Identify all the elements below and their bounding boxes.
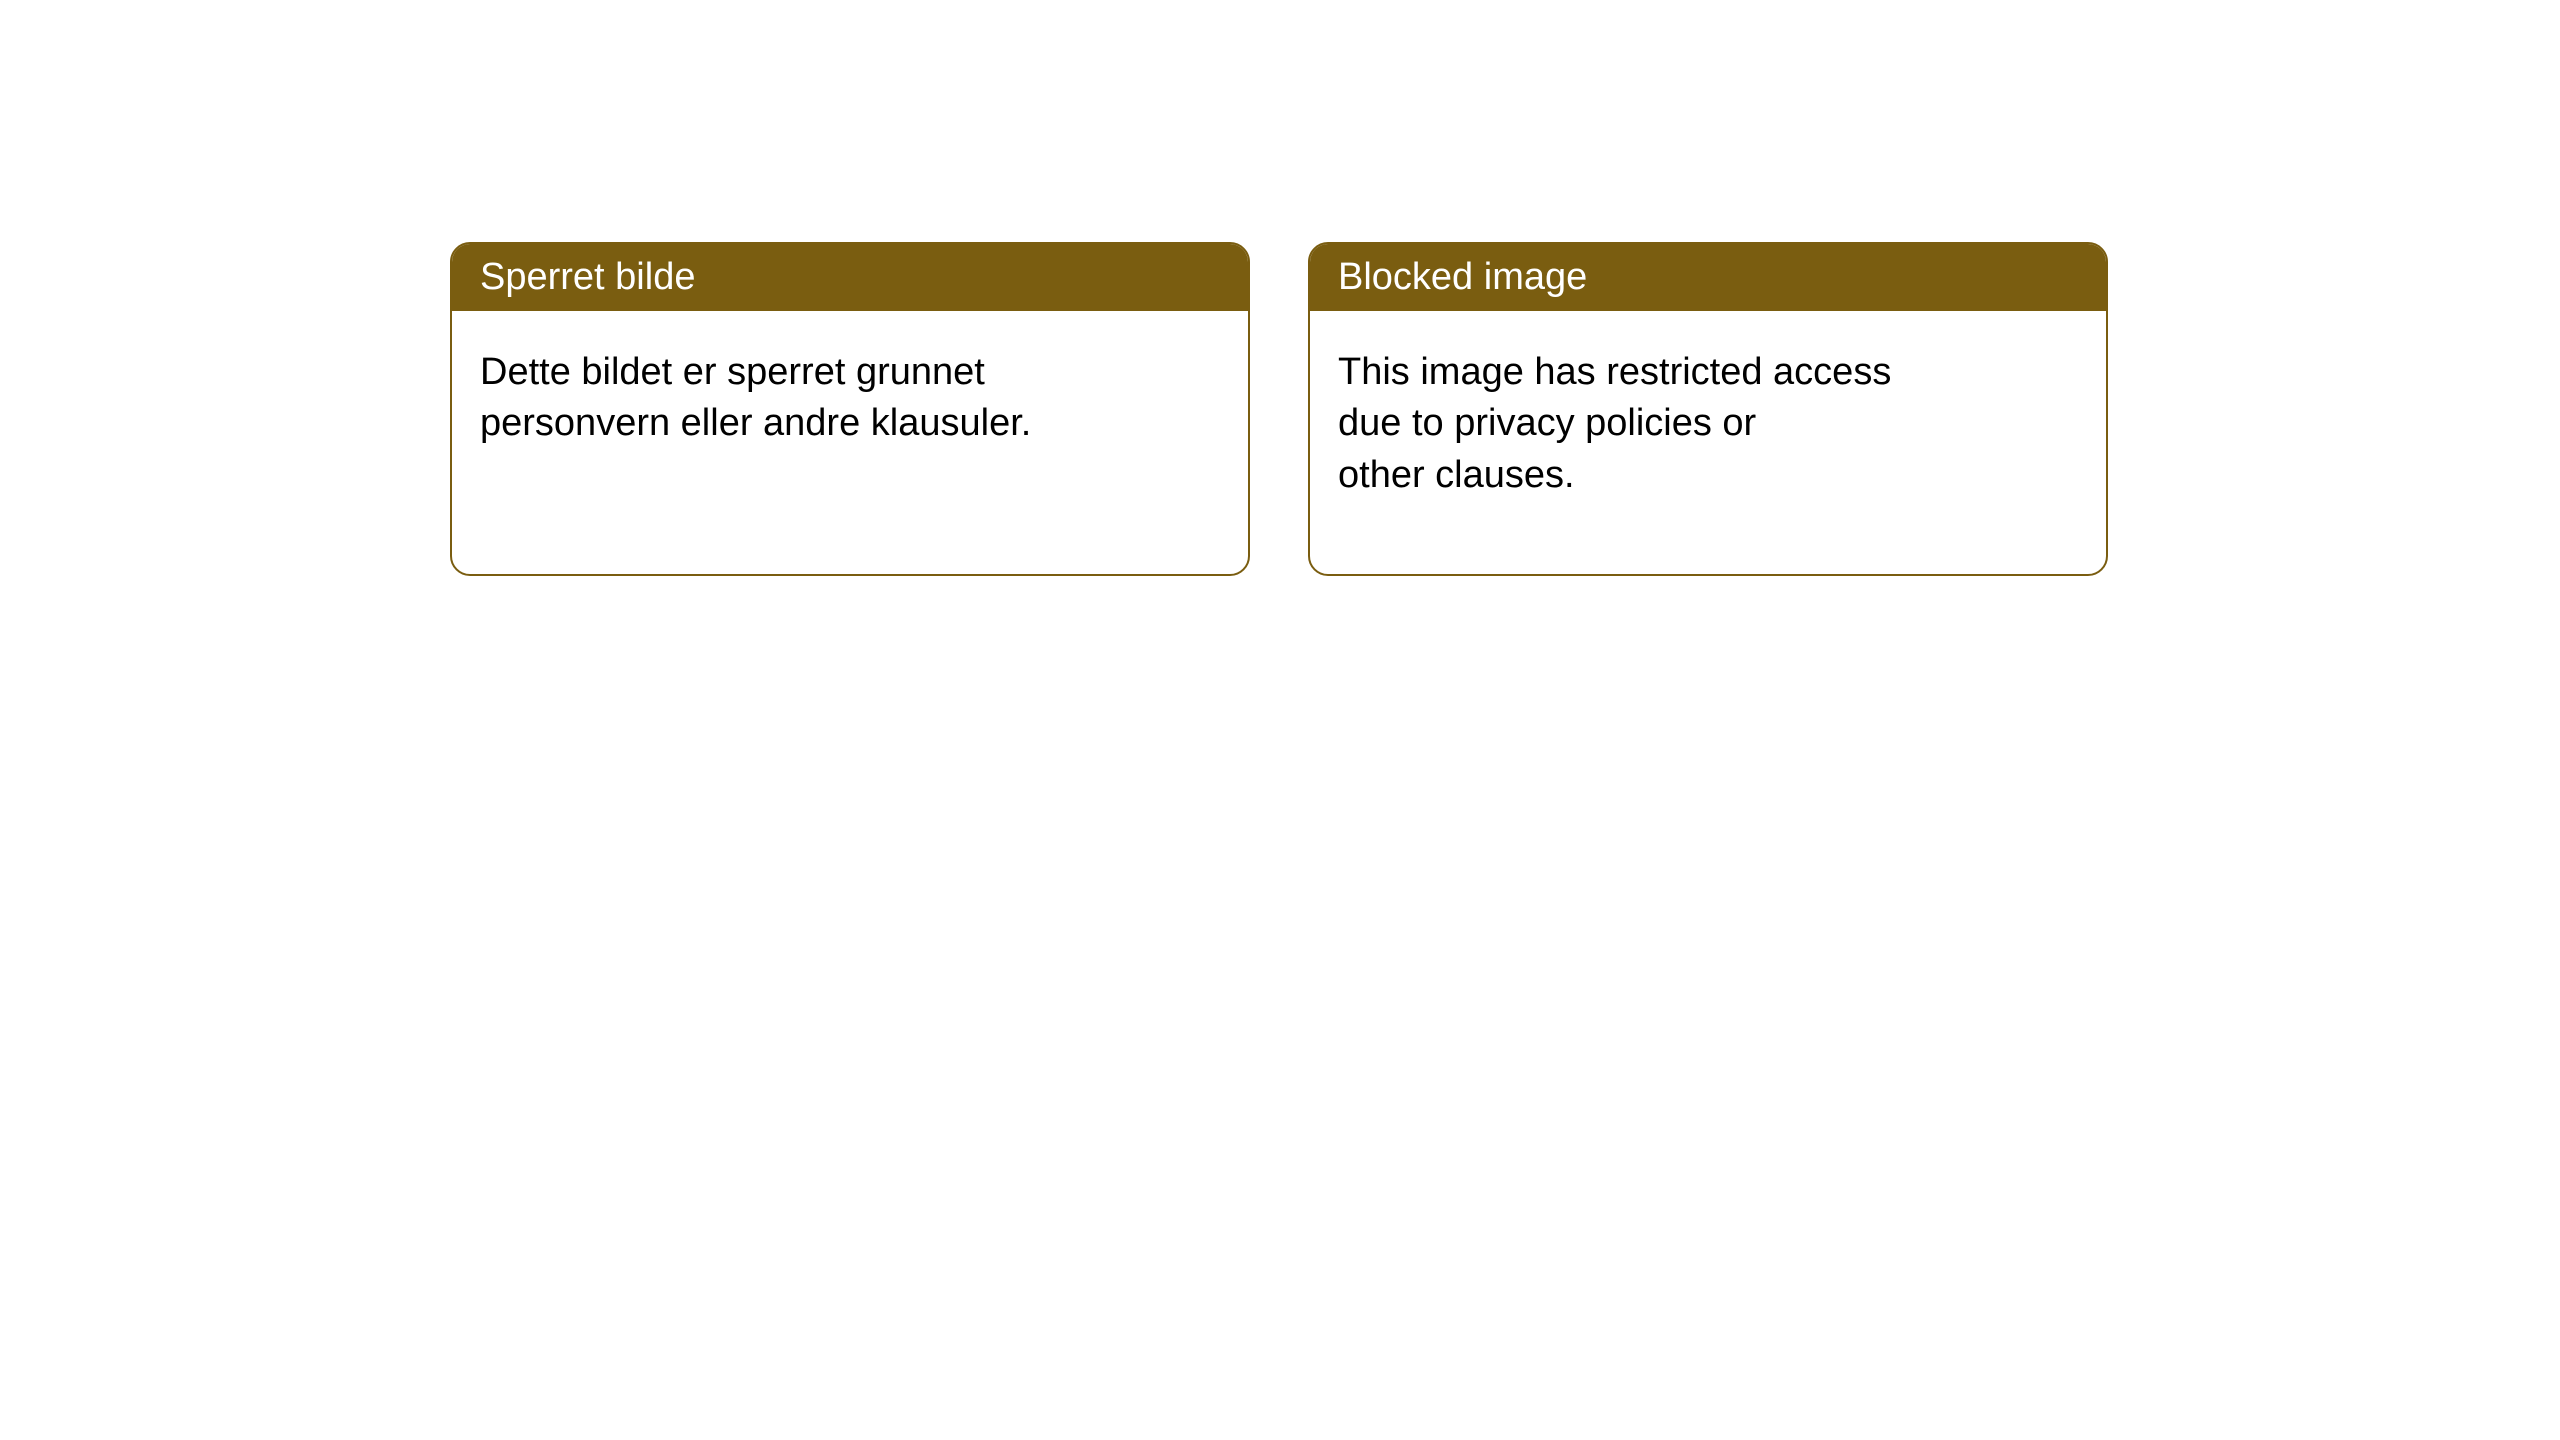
notice-title-english: Blocked image xyxy=(1310,244,2106,311)
notice-container: Sperret bilde Dette bildet er sperret gr… xyxy=(450,242,2108,576)
notice-title-norwegian: Sperret bilde xyxy=(452,244,1248,311)
notice-card-english: Blocked image This image has restricted … xyxy=(1308,242,2108,576)
notice-card-norwegian: Sperret bilde Dette bildet er sperret gr… xyxy=(450,242,1250,576)
notice-body-english: This image has restricted access due to … xyxy=(1310,311,2106,537)
notice-body-norwegian: Dette bildet er sperret grunnet personve… xyxy=(452,311,1248,486)
